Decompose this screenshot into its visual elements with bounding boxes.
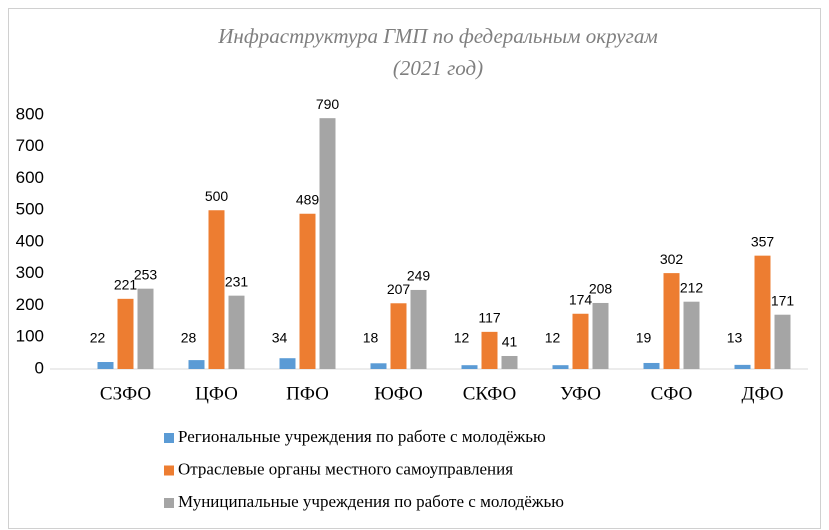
legend-label: Региональные учреждения по работе с моло… [178,427,546,446]
bar [501,355,518,369]
value-label: 18 [363,330,379,346]
value-label: 13 [727,330,743,346]
y-tick-label: 500 [16,200,44,219]
y-tick-label: 800 [16,104,44,123]
x-tick-label: СЗФО [100,383,151,404]
value-label: 253 [134,266,158,282]
y-tick-label: 200 [16,295,44,314]
y-tick-label: 300 [16,263,44,282]
legend-swatch [164,465,174,476]
value-label: 12 [545,330,561,346]
value-label: 231 [225,273,249,289]
x-tick-label: ПФО [286,383,329,404]
y-tick-label: 0 [35,358,44,377]
bar [319,118,336,369]
chart-subtitle: (2021 год) [393,56,483,80]
value-label: 28 [181,330,197,346]
bar [572,313,589,369]
bar [299,213,316,369]
bar [461,365,478,369]
value-label: 34 [272,330,288,346]
x-tick-label: СФО [651,383,693,404]
x-tick-label: ЦФО [195,383,238,404]
bar [117,298,134,369]
legend-label: Муниципальные учреждения по работе с мол… [178,492,564,511]
bar [683,301,700,369]
bar [754,255,771,369]
x-tick-label: ЮФО [374,383,423,404]
bar [592,302,609,369]
value-label: 212 [680,279,704,295]
legend-label: Отраслевые органы местного самоуправлени… [178,459,513,478]
value-label: 174 [569,291,593,307]
value-label: 221 [114,277,138,293]
bar [188,360,205,369]
legend-swatch [164,433,174,443]
bar [390,303,407,369]
y-tick-label: 600 [16,168,44,187]
value-label: 302 [660,251,684,267]
value-label: 249 [407,268,431,284]
bar [208,210,225,369]
value-label: 207 [387,281,411,297]
y-tick-label: 700 [16,136,44,155]
bar [228,295,245,369]
value-label: 19 [636,330,652,346]
bar [279,358,296,369]
bar [370,363,387,369]
legend-swatch [164,498,174,508]
bar [410,289,427,369]
value-label: 208 [589,281,613,297]
value-label: 790 [316,96,340,112]
bar [663,273,680,369]
chart-frame [8,8,821,529]
value-label: 117 [478,310,501,326]
chart-title: Инфраструктура ГМП по федеральным округа… [217,24,657,48]
x-tick-label: УФО [560,383,601,404]
x-tick-label: СКФО [463,383,516,404]
bar [137,288,154,369]
bar [97,362,114,369]
value-label: 489 [296,191,320,207]
value-label: 171 [771,292,795,308]
bar [481,331,498,369]
bar [552,365,569,369]
y-tick-label: 100 [16,327,44,346]
value-label: 357 [751,233,775,249]
bar [774,314,791,369]
value-label: 41 [502,334,518,350]
bar [734,364,751,369]
y-tick-label: 400 [16,231,44,250]
value-label: 500 [205,188,229,204]
x-tick-label: ДФО [742,383,784,404]
bar [643,362,660,369]
value-label: 22 [90,330,106,346]
value-label: 12 [454,330,470,346]
